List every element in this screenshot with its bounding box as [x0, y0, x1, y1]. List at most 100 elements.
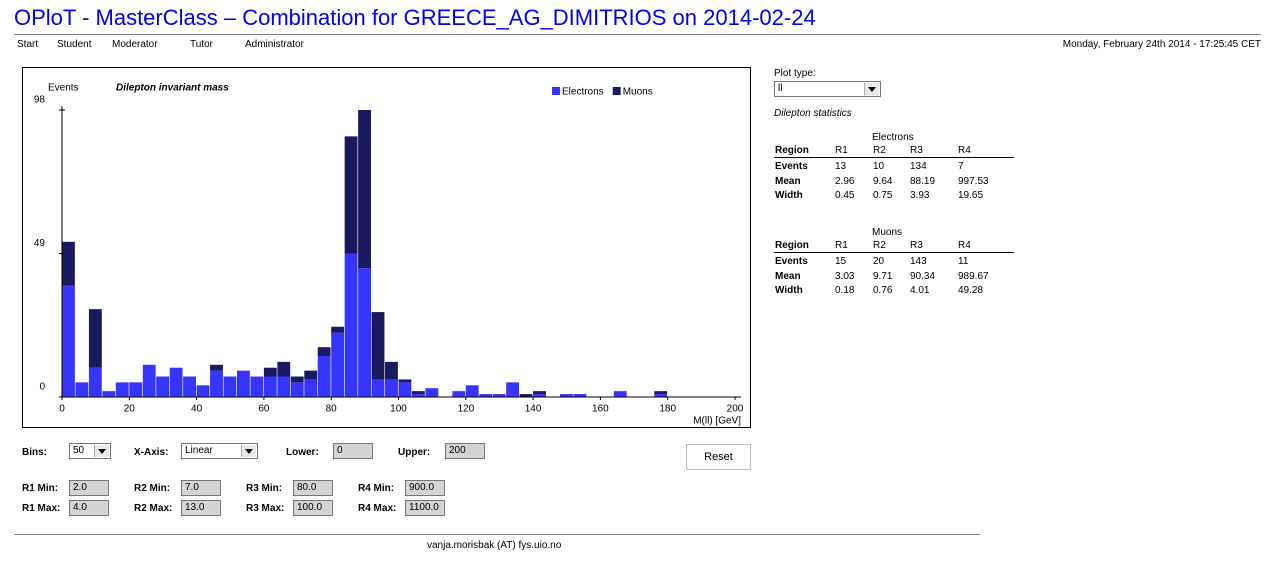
- stats-cell: 989.67: [958, 270, 989, 282]
- stats-cell: 90.34: [910, 270, 936, 282]
- bar: [169, 367, 183, 397]
- stats-cell: 15: [835, 256, 847, 267]
- nav-link[interactable]: Start: [17, 39, 39, 50]
- region-max-label: R2 Max:: [134, 503, 173, 514]
- page-title: OPloT - MasterClass – Combination for GR…: [14, 5, 816, 30]
- stats-title: Dilepton statistics: [774, 108, 852, 119]
- bar: [519, 394, 533, 397]
- bar: [290, 376, 304, 383]
- x-tick-label: 160: [592, 404, 609, 415]
- x-tick-label: 60: [258, 404, 270, 415]
- bar: [223, 376, 237, 397]
- stats-cell: 11: [958, 256, 969, 267]
- stats-cell: Events: [775, 161, 808, 172]
- nav-link[interactable]: Student: [57, 39, 92, 50]
- region-min-input[interactable]: 900.0: [405, 480, 445, 496]
- bar: [250, 376, 264, 397]
- region-max-label: R1 Max:: [22, 503, 61, 514]
- legend-swatch: [612, 87, 621, 95]
- stats-header: R1: [835, 240, 848, 251]
- stats-header: Region: [775, 145, 809, 156]
- bar: [263, 376, 277, 397]
- stats-cell: 997.53: [958, 175, 989, 187]
- select[interactable]: Linear: [181, 443, 258, 459]
- region-min-input[interactable]: 80.0: [293, 480, 333, 496]
- stats-cell: 7: [958, 161, 964, 172]
- bar: [398, 379, 412, 383]
- stats-cell: 88.19: [910, 175, 936, 187]
- x-tick-label: 0: [59, 404, 65, 415]
- reset-button[interactable]: Reset: [686, 444, 751, 470]
- stats-table-name: Muons: [872, 227, 903, 238]
- footer: vanja.morisbak (AT) fys.uio.no: [427, 540, 562, 551]
- field-label: Lower:: [286, 447, 319, 458]
- stats-rule: [774, 252, 1014, 253]
- region-max-input[interactable]: 4.0: [69, 500, 109, 516]
- chart: 0 49 98 0 20 40 60 80 100 120 140 160 180 200 Events Di…: [34, 83, 744, 427]
- stats-header: R1: [835, 145, 848, 156]
- select[interactable]: 50: [69, 443, 111, 459]
- x-tick-label: 20: [124, 404, 136, 415]
- nav-link[interactable]: Tutor: [190, 39, 213, 50]
- region-min-label: R3 Min:: [246, 483, 283, 494]
- stats-cell: 9.64: [873, 175, 893, 187]
- stats-cell: Mean: [775, 175, 801, 187]
- bar: [358, 110, 371, 269]
- stats-cell: 9.71: [873, 270, 893, 282]
- legend-label: Muons: [623, 87, 653, 98]
- region-max-label: R3 Max:: [246, 503, 285, 514]
- input[interactable]: 200: [445, 443, 485, 459]
- stats-cell: 0.75: [873, 190, 893, 201]
- bar: [102, 391, 116, 397]
- stats-cell: 0.18: [835, 285, 855, 296]
- y-tick-label: 98: [34, 95, 46, 106]
- x-tick-label: 180: [659, 404, 676, 415]
- bar: [452, 391, 466, 397]
- stats-cell: 0.45: [835, 190, 855, 201]
- bar: [371, 312, 385, 380]
- y-tick-label: 0: [39, 382, 45, 393]
- footer-rule: [14, 534, 980, 535]
- bar: [654, 391, 668, 395]
- bar: [344, 253, 358, 397]
- bar: [533, 394, 546, 397]
- bar: [573, 394, 587, 397]
- stats-cell: Mean: [775, 270, 801, 282]
- input[interactable]: 0: [333, 443, 373, 459]
- stats-header: R4: [958, 145, 971, 156]
- bar: [263, 367, 277, 377]
- nav-link[interactable]: Moderator: [112, 39, 158, 50]
- bar: [411, 394, 425, 397]
- bar: [129, 382, 143, 397]
- bar: [613, 391, 627, 397]
- bar: [425, 388, 439, 397]
- plot-type-select[interactable]: ll: [774, 81, 881, 97]
- stats-cell: 0.76: [873, 285, 893, 296]
- bar: [62, 285, 75, 397]
- region-max-input[interactable]: 1100.0: [405, 500, 445, 516]
- bar: [479, 394, 493, 397]
- bar: [183, 376, 196, 397]
- legend-swatch: [552, 87, 560, 95]
- bar: [156, 376, 170, 397]
- bar: [115, 382, 129, 397]
- bar: [331, 326, 345, 333]
- dropdown-arrow: [94, 445, 109, 457]
- region-min-input[interactable]: 7.0: [181, 480, 221, 496]
- x-tick-label: 140: [525, 404, 542, 415]
- bar: [317, 347, 331, 356]
- x-tick-label: 100: [390, 404, 407, 415]
- bar: [210, 370, 223, 397]
- bar: [385, 361, 398, 380]
- region-max-input[interactable]: 13.0: [181, 500, 221, 516]
- bar: [88, 367, 102, 397]
- stats-rule: [774, 157, 1014, 158]
- nav-link[interactable]: Administrator: [245, 39, 304, 50]
- stats-cell: 13: [835, 161, 847, 172]
- region-min-input[interactable]: 2.0: [69, 480, 109, 496]
- region-max-input[interactable]: 100.0: [293, 500, 333, 516]
- bar: [304, 379, 318, 397]
- stats-cell: 20: [873, 256, 885, 267]
- plot-type-label: Plot type:: [774, 68, 816, 79]
- bar: [358, 268, 371, 397]
